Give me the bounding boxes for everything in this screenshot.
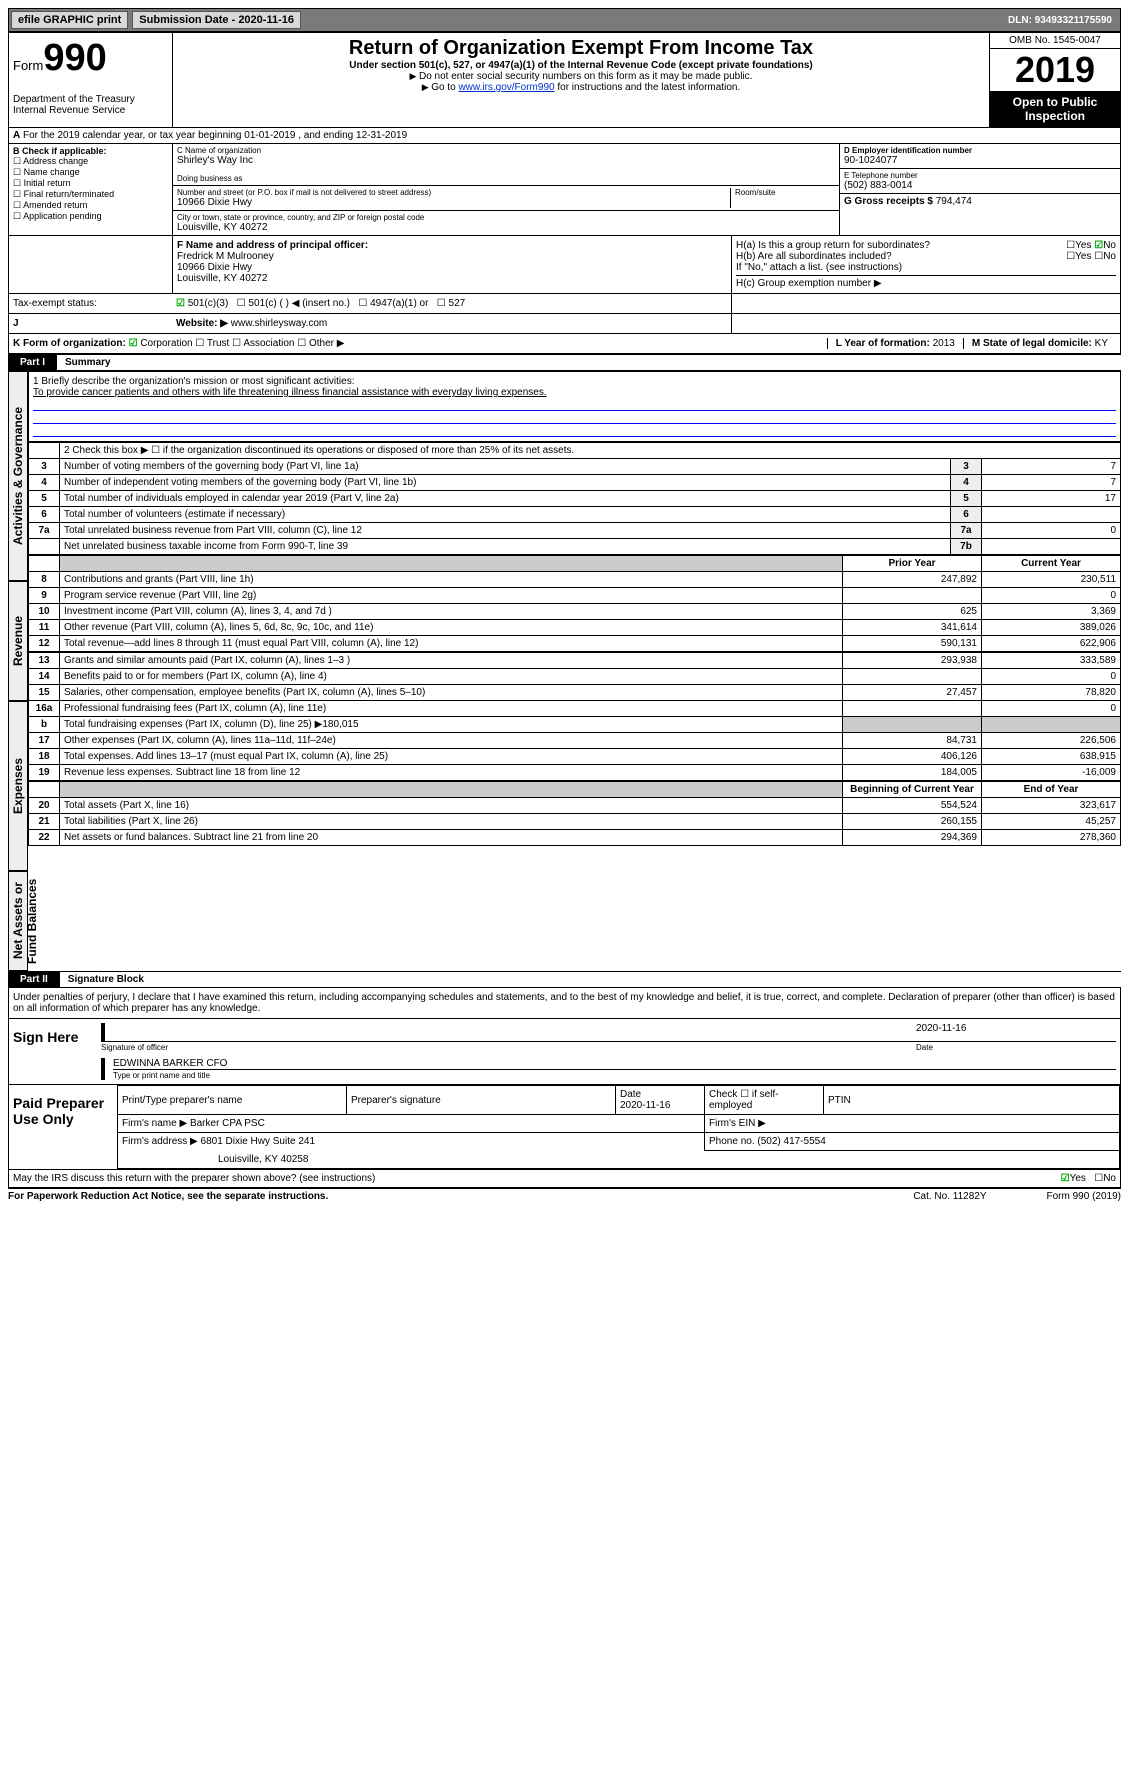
submission-date-button[interactable]: Submission Date - 2020-11-16 [132,11,301,29]
officer-addr: 10966 Dixie Hwy [177,262,727,273]
activities-table: 2 Check this box ▶ ☐ if the organization… [28,442,1121,555]
row-klm: K Form of organization: ☑ Corporation ☐ … [8,334,1121,354]
expenses-table: 13Grants and similar amounts paid (Part … [28,652,1121,781]
gross-receipts: 794,474 [936,196,972,207]
box-f: F Name and address of principal officer:… [173,236,731,293]
table-row: 13Grants and similar amounts paid (Part … [29,653,1121,669]
table-row: 14Benefits paid to or for members (Part … [29,669,1121,685]
table-row: 8Contributions and grants (Part VIII, li… [29,572,1121,588]
row-fh: F Name and address of principal officer:… [8,236,1121,294]
part1-body: Activities & Governance Revenue Expenses… [8,371,1121,971]
table-row: Net unrelated business taxable income fr… [29,539,1121,555]
chk-amended-return[interactable]: Amended return [13,200,168,211]
sign-date: 2020-11-16 [916,1023,1116,1041]
revenue-table: Prior YearCurrent Year 8Contributions an… [28,555,1121,652]
table-row: 7aTotal unrelated business revenue from … [29,523,1121,539]
phone-value: (502) 883-0014 [844,180,1116,191]
state-domicile: KY [1095,338,1108,349]
line1-label: 1 Briefly describe the organization's mi… [33,376,1116,387]
year-formation: 2013 [933,338,955,349]
part2-header: Part II Signature Block [8,971,1121,988]
table-row: 15Salaries, other compensation, employee… [29,685,1121,701]
box-b: B Check if applicable: Address change Na… [9,144,173,235]
table-row: 11Other revenue (Part VIII, column (A), … [29,620,1121,636]
officer-name: Fredrick M Mulrooney [177,251,727,262]
org-street: 10966 Dixie Hwy [177,197,730,208]
vlabel-activities: Activities & Governance [8,371,28,581]
row-website: J Website: ▶ www.shirleysway.com [8,314,1121,334]
box-h: H(a) Is this a group return for subordin… [731,236,1120,293]
vlabel-revenue: Revenue [8,581,28,701]
table-row: 19Revenue less expenses. Subtract line 1… [29,765,1121,781]
box-c: C Name of organization Shirley's Way Inc… [173,144,839,235]
section-bcdeg: B Check if applicable: Address change Na… [8,144,1121,236]
officer-print-name: EDWINNA BARKER CFO [113,1058,1116,1069]
form-title: Return of Organization Exempt From Incom… [177,37,985,60]
table-row: 4Number of independent voting members of… [29,475,1121,491]
table-row: 5Total number of individuals employed in… [29,491,1121,507]
tax-year: 2019 [990,49,1120,91]
website-value: www.shirleysway.com [231,318,328,329]
table-row: 10Investment income (Part VIII, column (… [29,604,1121,620]
officer-city: Louisville, KY 40272 [177,273,727,284]
irs-form990-link[interactable]: www.irs.gov/Form990 [458,82,554,93]
chk-final-return[interactable]: Final return/terminated [13,189,168,200]
firm-addr1: 6801 Dixie Hwy Suite 241 [201,1136,316,1147]
form-number: Form990 [13,37,168,80]
dln-label: DLN: 93493321175590 [1008,15,1118,26]
discuss-row: May the IRS discuss this return with the… [8,1170,1121,1188]
table-row: 20Total assets (Part X, line 16)554,5243… [29,798,1121,814]
mission-text: To provide cancer patients and others wi… [33,387,1116,398]
footer-row: For Paperwork Reduction Act Notice, see … [8,1188,1121,1202]
firm-name: Barker CPA PSC [190,1118,265,1129]
table-row: 3Number of voting members of the governi… [29,459,1121,475]
instruction-link: Go to www.irs.gov/Form990 for instructio… [177,82,985,93]
firm-addr2: Louisville, KY 40258 [118,1151,1120,1169]
form-subtitle: Under section 501(c), 527, or 4947(a)(1)… [177,60,985,71]
org-name: Shirley's Way Inc [177,155,835,166]
row-tax-status: Tax-exempt status: ☑ 501(c)(3) ☐ 501(c) … [8,294,1121,314]
chk-address-change[interactable]: Address change [13,156,168,167]
chk-name-change[interactable]: Name change [13,167,168,178]
chk-application-pending[interactable]: Application pending [13,211,168,222]
ein-value: 90-1024077 [844,155,1116,166]
vlabel-netassets: Net Assets or Fund Balances [8,871,28,971]
table-row: 18Total expenses. Add lines 13–17 (must … [29,749,1121,765]
table-row: 22Net assets or fund balances. Subtract … [29,830,1121,846]
paid-preparer-section: Paid Preparer Use Only Print/Type prepar… [8,1085,1121,1170]
box-deg: D Employer identification number 90-1024… [839,144,1120,235]
perjury-statement: Under penalties of perjury, I declare th… [8,988,1121,1019]
instruction-ssn: Do not enter social security numbers on … [177,71,985,82]
row-a-tax-year: A For the 2019 calendar year, or tax yea… [8,128,1121,144]
vlabel-expenses: Expenses [8,701,28,871]
table-row: 9Program service revenue (Part VIII, lin… [29,588,1121,604]
table-row: 16aProfessional fundraising fees (Part I… [29,701,1121,717]
table-row: 6Total number of volunteers (estimate if… [29,507,1121,523]
table-row: bTotal fundraising expenses (Part IX, co… [29,717,1121,733]
table-row: 17Other expenses (Part IX, column (A), l… [29,733,1121,749]
org-city: Louisville, KY 40272 [177,222,835,233]
form-header: Form990 Department of the Treasury Inter… [8,32,1121,128]
dept-treasury: Department of the Treasury [13,94,168,105]
sign-here-section: Sign Here Signature of officer 2020-11-1… [8,1019,1121,1085]
netassets-table: Beginning of Current YearEnd of Year 20T… [28,781,1121,846]
firm-phone: (502) 417-5554 [757,1136,825,1147]
table-row: 21Total liabilities (Part X, line 26)260… [29,814,1121,830]
open-to-public: Open to Public Inspection [990,91,1120,127]
topbar: efile GRAPHIC print Submission Date - 20… [8,8,1121,32]
table-row: 12Total revenue—add lines 8 through 11 (… [29,636,1121,652]
dept-irs: Internal Revenue Service [13,105,168,116]
omb-number: OMB No. 1545-0047 [990,33,1120,49]
chk-initial-return[interactable]: Initial return [13,178,168,189]
efile-button[interactable]: efile GRAPHIC print [11,11,128,29]
part1-header: Part I Summary [8,354,1121,371]
